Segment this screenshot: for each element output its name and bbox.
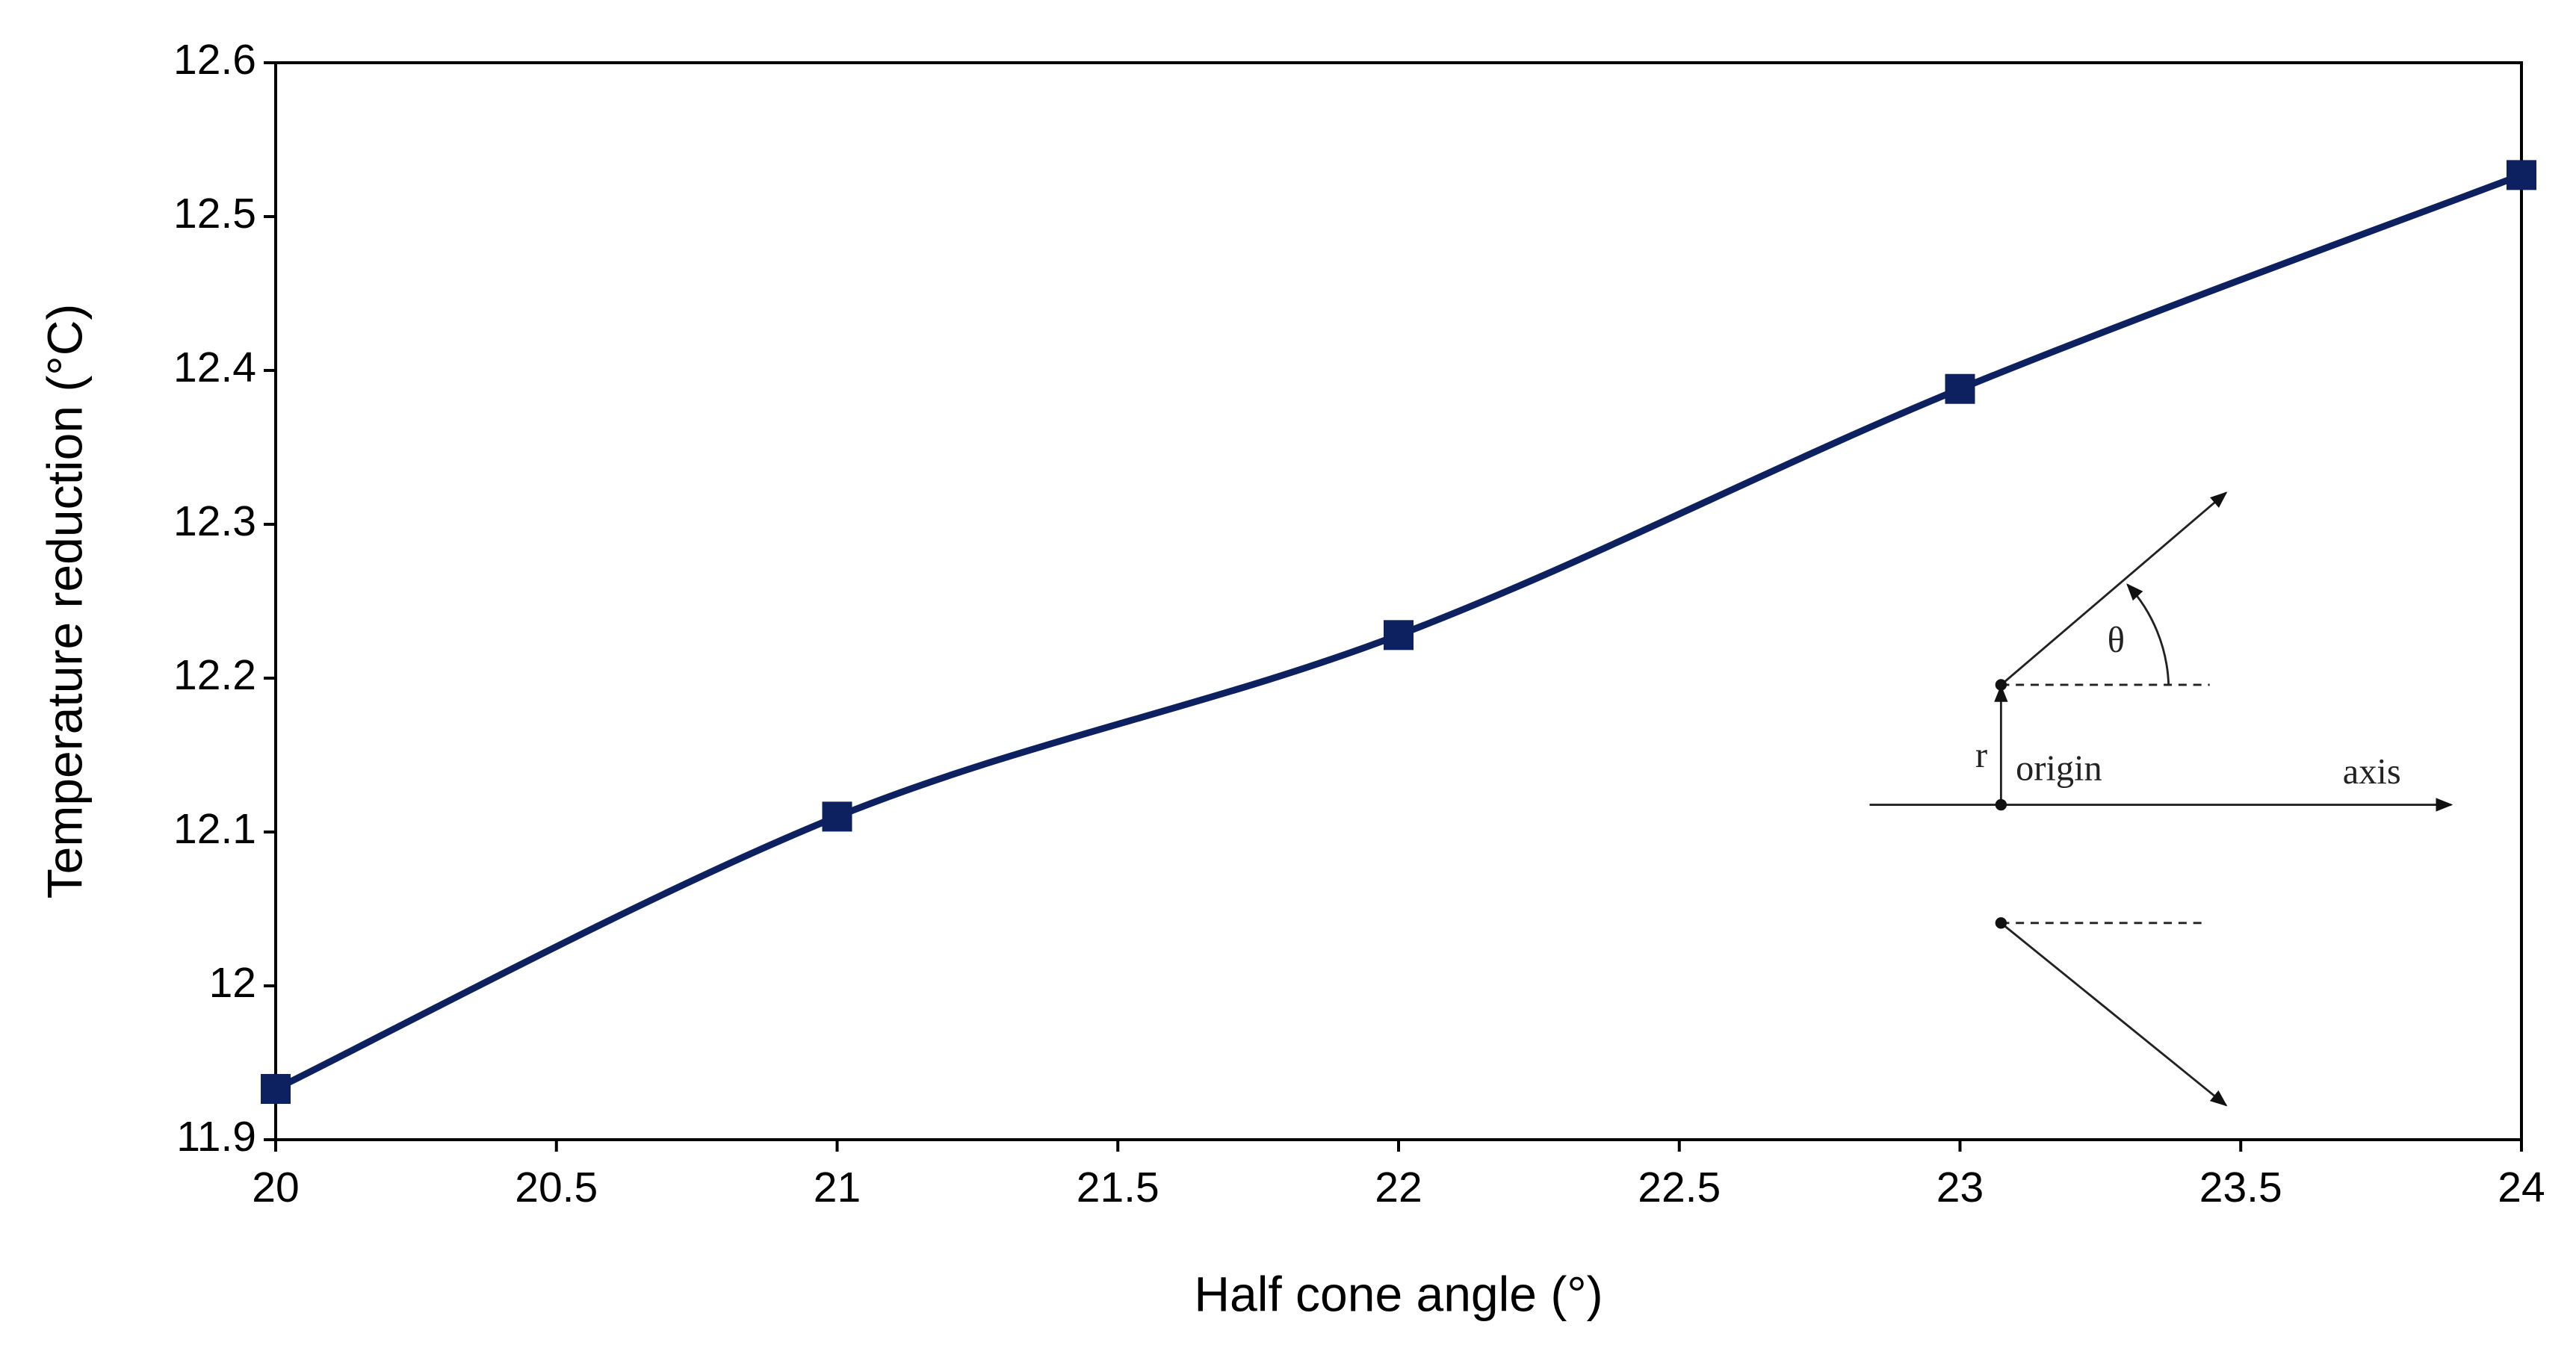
x-axis-title: Half cone angle (°) [1194,1266,1603,1321]
x-tick-label: 23.5 [2199,1164,2282,1211]
x-tick-label: 20 [252,1164,299,1211]
y-tick-label: 12 [209,959,256,1007]
theta-arc [2126,583,2170,686]
y-tick-label: 12.4 [173,344,256,391]
marker [261,1074,291,1105]
inset-label: r [1975,736,1987,775]
x-tick-label: 20.5 [515,1164,598,1211]
y-tick-label: 12.5 [173,190,256,238]
y-tick-label: 12.3 [173,497,256,545]
point [1995,917,2007,929]
x-tick-label: 22.5 [1638,1164,1721,1211]
y-tick-label: 12.6 [173,36,256,84]
point [1995,798,2007,811]
x-tick-label: 21 [814,1164,861,1211]
y-axis-title: Temperature reduction (°C) [37,304,92,899]
inset-label: θ [2108,621,2125,660]
marker [2507,160,2536,190]
x-tick-label: 22 [1375,1164,1422,1211]
x-tick-label: 23 [1936,1164,1984,1211]
inset-label: axis [2343,752,2401,792]
y-tick-label: 12.1 [173,805,256,853]
ray [2000,922,2228,1107]
marker [822,801,852,832]
marker [1384,620,1414,651]
plot-frame [274,61,2523,1141]
point [1995,679,2007,691]
x-tick-label: 24 [2498,1164,2545,1211]
y-tick-label: 12.2 [173,651,256,699]
marker [1945,373,1975,404]
ray [2000,491,2228,686]
inset-diagram: θ r origin axis [1869,491,2453,1107]
y-tick-label: 11.9 [176,1113,256,1161]
inset-label: origin [2016,749,2102,789]
x-tick-label: 21.5 [1077,1164,1159,1211]
